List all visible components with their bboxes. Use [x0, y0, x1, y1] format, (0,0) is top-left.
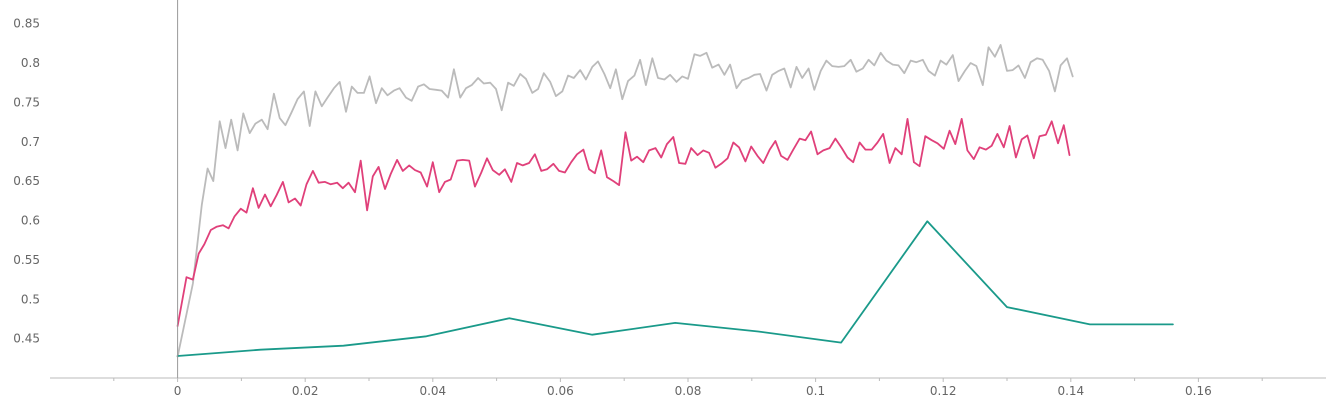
y-tick-label: 0.45	[13, 332, 40, 346]
chart-axes: 0 0.02 0.04 0.06 0.08 0.1 0.12 0.14 0.16 0.45 0.5 0…	[13, 0, 1326, 398]
x-tick-label: 0.08	[675, 384, 702, 398]
x-tick-label: 0.04	[419, 384, 446, 398]
y-tick-label: 0.75	[13, 95, 40, 109]
x-tick-label: 0.02	[292, 384, 319, 398]
x-tick-label: 0.12	[930, 384, 957, 398]
x-tick-label: 0.06	[547, 384, 574, 398]
x-tick-label: 0.16	[1185, 384, 1212, 398]
x-tick-label: 0.1	[806, 384, 825, 398]
y-tick-label: 0.7	[21, 135, 40, 149]
series-line-3	[176, 220, 1174, 357]
y-tick-label: 0.5	[21, 292, 40, 306]
x-tick-label: 0.14	[1057, 384, 1084, 398]
y-tick-label: 0.6	[21, 214, 40, 228]
chart-marks	[176, 44, 1174, 358]
y-tick-label: 0.65	[13, 174, 40, 188]
y-tick-label: 0.85	[13, 17, 40, 31]
x-tick-label: 0	[174, 384, 182, 398]
y-tick-label: 0.55	[13, 253, 40, 267]
y-tick-label: 0.8	[21, 56, 40, 70]
series-line-1	[176, 44, 1074, 358]
series-line-2	[176, 118, 1071, 327]
